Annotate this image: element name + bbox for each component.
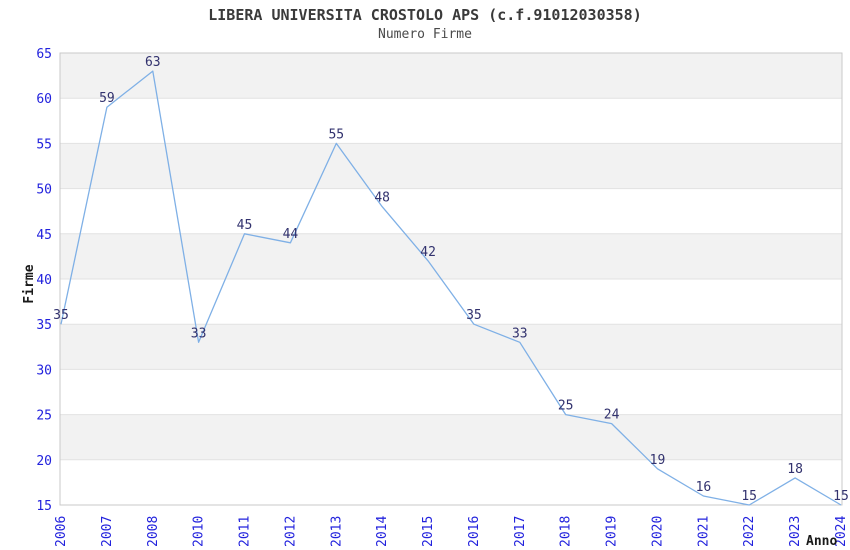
y-tick-label: 50 (36, 183, 52, 198)
x-axis-title: Anno (806, 534, 837, 549)
data-label: 25 (558, 399, 574, 414)
x-tick-label: 2017 (513, 516, 528, 547)
data-label: 45 (237, 218, 253, 233)
y-tick-label: 20 (36, 454, 52, 469)
x-tick-label: 2011 (238, 516, 253, 547)
data-label: 15 (741, 489, 757, 504)
data-label: 55 (328, 127, 344, 142)
y-tick-label: 35 (36, 318, 52, 333)
y-tick-label: 25 (36, 409, 52, 424)
chart-subtitle: Numero Firme (378, 27, 472, 42)
data-label: 33 (191, 326, 207, 341)
y-tick-label: 30 (36, 363, 52, 378)
data-label: 63 (145, 55, 161, 70)
y-axis-title: Firme (22, 264, 37, 303)
data-label: 19 (650, 453, 666, 468)
plot-band (60, 53, 842, 99)
data-label: 44 (283, 227, 299, 242)
y-tick-label: 60 (36, 92, 52, 107)
y-tick-label: 15 (36, 499, 52, 514)
data-label: 15 (833, 489, 849, 504)
data-label: 16 (696, 480, 712, 495)
y-tick-label: 45 (36, 228, 52, 243)
x-tick-label: 2006 (54, 516, 69, 547)
data-label: 24 (604, 408, 620, 423)
plot-band (60, 233, 842, 279)
data-label: 59 (99, 91, 115, 106)
data-line (60, 70, 842, 506)
data-label: 35 (466, 308, 482, 323)
y-tick-label: 65 (36, 47, 52, 62)
x-tick-label: 2015 (421, 516, 436, 547)
plot-band (60, 324, 842, 370)
data-label: 18 (787, 462, 803, 477)
y-tick-label: 40 (36, 273, 52, 288)
x-tick-label: 2020 (651, 516, 666, 547)
x-tick-label: 2021 (696, 516, 711, 547)
plot-border (59, 52, 843, 506)
x-tick-label: 2022 (742, 516, 757, 547)
data-label: 33 (512, 326, 528, 341)
x-tick-label: 2023 (788, 516, 803, 547)
x-tick-label: 2013 (329, 516, 344, 547)
x-tick-label: 2008 (146, 516, 161, 547)
plot-band (60, 143, 842, 189)
x-tick-label: 2016 (467, 516, 482, 547)
x-tick-label: 2018 (559, 516, 574, 547)
data-label: 48 (374, 191, 390, 206)
x-tick-label: 2012 (283, 516, 298, 547)
x-tick-label: 2007 (100, 516, 115, 547)
x-tick-label: 2019 (605, 516, 620, 547)
data-label: 42 (420, 245, 436, 260)
chart-title: LIBERA UNIVERSITA CROSTOLO APS (c.f.9101… (208, 6, 642, 24)
x-tick-label: 2014 (375, 516, 390, 547)
x-tick-label: 2024 (834, 516, 849, 547)
plot-band (60, 414, 842, 460)
y-tick-label: 55 (36, 137, 52, 152)
x-tick-label: 2010 (192, 516, 207, 547)
data-label: 35 (53, 308, 69, 323)
